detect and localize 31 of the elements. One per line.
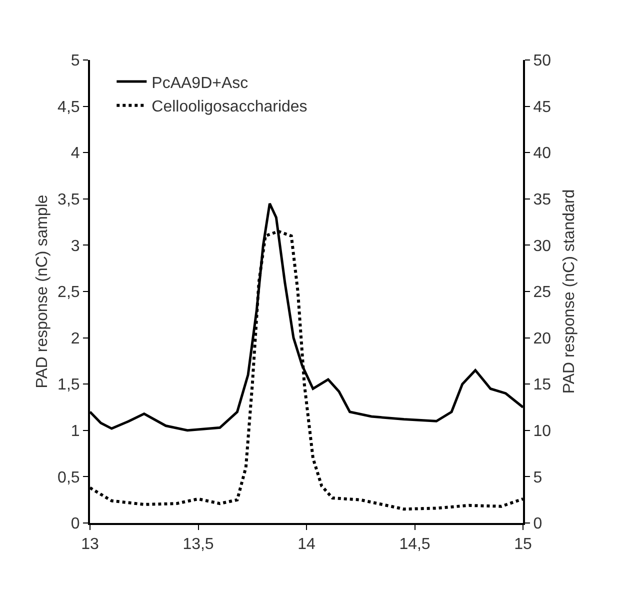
x-tick-label: 15 <box>514 536 532 554</box>
x-tick-label: 13,5 <box>182 536 214 554</box>
y-tick-label: 2 <box>70 330 80 348</box>
y2-tick-label: 30 <box>533 238 552 255</box>
y-tick-label: 0 <box>70 516 80 533</box>
y2-tick-label: 45 <box>533 98 552 116</box>
y2-tick-label: 25 <box>533 284 552 302</box>
y-tick-label: 3,5 <box>58 192 80 208</box>
x-tick-label: 14,5 <box>399 536 430 554</box>
y2-tick-label: 35 <box>533 192 552 208</box>
y2-axis-title: PAD response (nC) standard <box>561 189 578 394</box>
y2-tick-label: 15 <box>533 376 552 394</box>
y-tick-label: 2,5 <box>58 284 80 302</box>
y-tick-label: 3 <box>70 238 80 255</box>
y2-tick-label: 40 <box>533 145 552 162</box>
y2-tick-label: 50 <box>533 52 552 70</box>
y-tick-label: 4 <box>70 145 80 162</box>
y-tick-label: 1 <box>70 423 80 440</box>
legend-label: Cellooligosaccharides <box>152 98 308 116</box>
y-tick-label: 1,5 <box>58 376 80 394</box>
legend-label: PcAA9D+Asc <box>152 74 248 92</box>
y-tick-label: 5 <box>70 52 80 70</box>
y2-tick-label: 10 <box>533 423 552 440</box>
x-tick-label: 14 <box>298 536 316 554</box>
y-axis-title: PAD response (nC) sample <box>34 194 51 388</box>
y-tick-label: 4,5 <box>58 98 80 116</box>
y2-tick-label: 20 <box>533 330 552 348</box>
x-tick-label: 13 <box>81 536 99 554</box>
y2-tick-label: 0 <box>533 516 542 533</box>
y2-tick-label: 5 <box>533 469 542 486</box>
y-tick-label: 0,5 <box>58 469 80 486</box>
